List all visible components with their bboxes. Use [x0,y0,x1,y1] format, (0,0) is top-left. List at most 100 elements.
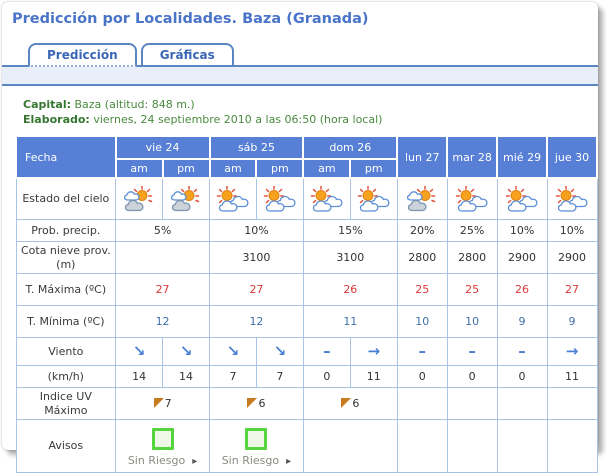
wind-direction-icon: – [468,342,476,360]
wind-cell: – [302,337,351,366]
half-header-pm: pm [161,158,211,179]
forecast-table: Fecha vie 24 sáb 25 dom 26 lun 27 mar 28… [15,135,598,473]
tmax-value: 27 [546,273,598,306]
capital-value: Baza (altitud: 848 m.) [74,98,195,111]
wind-direction-icon: ↘ [226,342,240,360]
uv-row: Indice UV Máximo 7 6 6 [15,387,598,420]
tmin-value: 9 [546,305,598,338]
tab-strip: Predicción Gráficas [2,41,598,67]
wind-direction-icon: ↘ [179,342,193,360]
row-label-snow: Cota nieve prov.(m) [15,241,117,274]
wind-speed-value: 11 [546,365,598,388]
page-title: Predicción por Localidades. Baza (Granad… [12,11,369,27]
tmin-value: 9 [496,305,548,338]
tmin-row: T. Mínima (ºC) 12 12 11 10 10 9 9 [15,305,598,338]
sky-cell [446,177,498,220]
tab-prediccion[interactable]: Predicción [28,43,137,67]
fecha-header: Fecha [15,135,117,179]
precip-value: 10% [209,219,304,242]
location-meta: Capital: Baza (altitud: 848 m.) Elaborad… [23,97,598,127]
day-header-sab25: sáb 25 [208,135,305,160]
expand-arrow-icon[interactable]: ▸ [192,455,198,467]
elaborado-label: Elaborado: [23,113,90,126]
avisos-cell [446,419,498,473]
precip-value: 25% [446,219,498,242]
uv-triangle-icon [341,398,352,408]
uv-triangle-icon [153,398,164,408]
wind-cell: ↘ [209,337,257,366]
header-row-days: Fecha vie 24 sáb 25 dom 26 lun 27 mar 28… [15,135,598,179]
precip-value: 5% [115,219,210,242]
sky-cell [302,177,351,220]
wind-direction-icon: → [367,342,381,360]
day-header-lun27: lun 27 [396,135,449,179]
sun-cloud-icon [310,185,344,213]
sun-cloud-icon [263,185,297,213]
avisos-cell [496,419,548,473]
snow-row: Cota nieve prov.(m) 3100 3100 2800 2800 … [15,241,598,274]
uv-cell [396,387,448,420]
row-label-uv: Indice UV Máximo [15,387,117,420]
uv-cell [546,387,598,420]
elaborado-line: Elaborado: viernes, 24 septiembre 2010 a… [23,112,598,127]
snow-value: 2800 [446,241,498,274]
precip-value: 10% [496,219,548,242]
tmax-value: 25 [446,273,498,306]
sun-cloud-icon [555,185,589,213]
snow-value: 3100 [302,241,398,274]
tmin-value: 12 [209,305,304,338]
wind-cell: ↘ [255,337,304,366]
wind-speed-value: 7 [255,365,304,388]
row-label-tmin: T. Mínima (ºC) [15,305,117,338]
snow-value: 2800 [396,241,448,274]
wind-speed-row: (km/h) 14 14 7 7 0 11 0 0 0 11 [15,365,598,388]
avisos-cell [396,419,448,473]
tab-band [2,65,598,86]
wind-speed-value: 14 [115,365,164,388]
tmax-value: 27 [209,273,304,306]
wind-cell: ↘ [115,337,164,366]
sun-cloud-icon [122,185,156,213]
sun-cloud-icon [405,185,439,213]
risk-level-icon [245,427,268,450]
row-label-avisos: Avisos [15,419,117,473]
row-label-kmh: (km/h) [15,365,117,388]
header-row-halves: am pm am pm am pm [16,158,597,179]
tmin-value: 12 [115,305,210,338]
wind-cell: – [446,337,498,366]
sky-cell [255,177,304,220]
snow-value: 2900 [546,241,598,274]
avisos-cell[interactable]: Sin Riesgo ▸ [115,419,210,473]
avisos-cell[interactable]: Sin Riesgo ▸ [209,419,304,473]
snow-value: 2900 [496,241,548,274]
tmin-value: 10 [396,305,448,338]
tmax-value: 27 [115,273,210,306]
wind-direction-icon: – [518,342,526,360]
wind-speed-value: 11 [349,365,398,388]
wind-cell: → [546,337,598,366]
sky-cell [396,177,448,220]
wind-cell: – [396,337,448,366]
tab-graficas[interactable]: Gráficas [140,43,234,65]
uv-cell: 6 [209,387,304,420]
day-header-mie29: mié 29 [496,135,549,179]
risk-label: Sin Riesgo [221,453,280,467]
wind-speed-value: 14 [162,365,210,388]
sun-cloud-icon [455,185,489,213]
tmax-value: 26 [496,273,548,306]
day-header-dom26: dom 26 [302,135,399,160]
half-header-am: am [114,158,164,179]
uv-value: 6 [352,397,360,410]
elaborado-value: viernes, 24 septiembre 2010 a las 06:50 … [93,113,383,126]
uv-cell: 7 [115,387,210,420]
avisos-cell [302,419,398,473]
wind-direction-icon: – [323,342,331,360]
wind-cell: → [349,337,398,366]
half-header-pm: pm [255,158,305,179]
weather-page: Predicción por Localidades. Baza (Granad… [2,2,598,473]
sun-cloud-icon [505,185,539,213]
precip-value: 20% [396,219,448,242]
wind-speed-value: 7 [209,365,257,388]
expand-arrow-icon[interactable]: ▸ [286,455,292,467]
precip-value: 10% [546,219,598,242]
